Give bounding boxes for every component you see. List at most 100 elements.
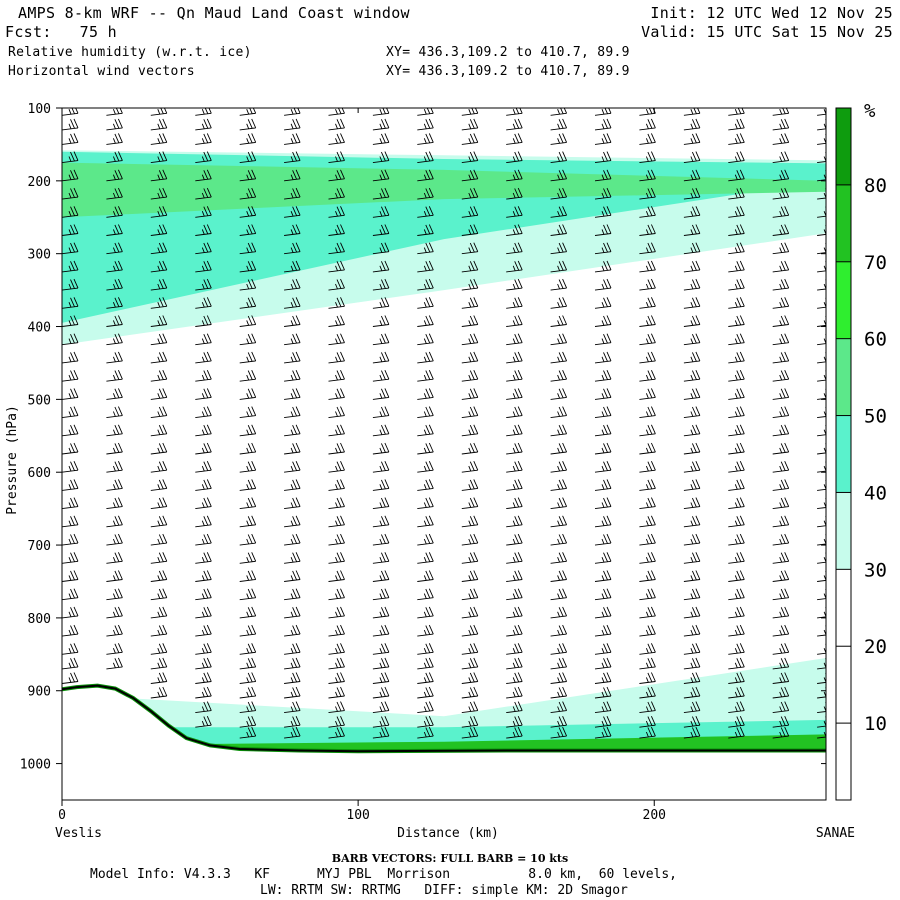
wind-barb <box>284 716 301 728</box>
wind-barb <box>506 187 523 200</box>
wind-barb <box>639 424 656 437</box>
wind-barb <box>461 297 479 309</box>
wind-barb <box>817 672 826 684</box>
wind-barb <box>772 108 790 116</box>
wind-barb <box>639 479 656 491</box>
wind-barb <box>372 388 390 400</box>
wind-barb <box>550 588 568 601</box>
x-tick-label: 200 <box>643 808 666 823</box>
wind-barb <box>772 643 790 655</box>
wind-barb <box>195 686 212 699</box>
wind-barb <box>639 624 656 637</box>
wind-barb <box>150 686 168 699</box>
wind-barb <box>506 686 523 699</box>
wind-barb <box>372 224 390 236</box>
wind-barb <box>683 333 701 346</box>
wind-barb <box>728 206 745 218</box>
wind-barb <box>417 624 434 637</box>
wind-barb <box>62 187 79 200</box>
wind-barb <box>150 260 168 273</box>
wind-barb <box>506 479 523 491</box>
wind-barb <box>372 624 390 637</box>
wind-barb <box>506 351 523 364</box>
wind-barb <box>372 686 390 699</box>
wind-barb <box>461 606 479 619</box>
wind-barb <box>62 442 79 455</box>
wind-barb <box>594 242 612 255</box>
wind-barb <box>106 497 123 510</box>
wind-barb <box>550 643 568 655</box>
wind-barb <box>195 442 212 455</box>
wind-barb <box>195 552 212 564</box>
model-info-line-1: Model Info: V4.3.3 KF MYJ PBL Morrison 8… <box>90 867 677 882</box>
wind-barb <box>639 315 656 327</box>
wind-barb <box>506 133 523 145</box>
wind-barb <box>506 118 523 131</box>
wind-barb <box>639 187 656 200</box>
wind-barb <box>239 118 257 131</box>
wind-barb <box>772 479 790 491</box>
wind-barb <box>550 461 568 473</box>
wind-barb <box>683 242 701 255</box>
wind-barb <box>239 588 257 601</box>
wind-barb <box>550 333 568 346</box>
wind-barb <box>639 133 656 145</box>
wind-barb <box>62 461 79 473</box>
wind-barb <box>817 151 826 164</box>
wind-barb <box>328 206 345 218</box>
wind-barb <box>461 242 479 255</box>
wind-barb <box>817 479 826 491</box>
wind-barb <box>284 424 301 437</box>
wind-barb <box>239 260 257 273</box>
wind-barb <box>239 686 257 699</box>
wind-barb <box>594 351 612 364</box>
wind-barb <box>417 333 434 346</box>
wind-barb <box>150 370 168 382</box>
wind-barb <box>239 497 257 510</box>
wind-barb <box>372 672 390 684</box>
wind-barb <box>728 479 745 491</box>
wind-barb <box>461 657 479 670</box>
wind-barb <box>817 588 826 601</box>
wind-barb <box>817 716 826 728</box>
wind-barb <box>284 206 301 218</box>
wind-barb <box>461 479 479 491</box>
wind-barb <box>461 552 479 564</box>
wind-barb <box>284 442 301 455</box>
wind-barb <box>461 187 479 200</box>
wind-barb <box>62 133 79 145</box>
wind-barb <box>506 643 523 655</box>
wind-barb <box>550 315 568 327</box>
wind-barb <box>594 278 612 291</box>
wind-barb <box>328 333 345 346</box>
wind-barb <box>195 588 212 601</box>
wind-barb <box>195 108 212 116</box>
wind-barb <box>683 672 701 684</box>
wind-barb <box>328 606 345 619</box>
wind-barb <box>284 479 301 491</box>
wind-barb <box>372 515 390 528</box>
wind-barb <box>417 151 434 164</box>
wind-barb <box>62 370 79 382</box>
wind-barb <box>195 701 212 714</box>
wind-barb <box>594 260 612 273</box>
colorbar-label: 10 <box>864 713 887 735</box>
wind-barb <box>284 297 301 309</box>
wind-barb <box>772 187 790 200</box>
wind-barb <box>683 479 701 491</box>
wind-barb <box>772 424 790 437</box>
y-tick-label: 900 <box>28 685 51 700</box>
wind-barb <box>772 672 790 684</box>
wind-barb <box>728 370 745 382</box>
wind-barb <box>372 370 390 382</box>
wind-barb <box>328 497 345 510</box>
wind-barb <box>817 119 826 131</box>
wind-barb <box>195 424 212 437</box>
wind-barb <box>417 497 434 510</box>
wind-barb <box>372 606 390 619</box>
y-tick-label: 700 <box>28 539 51 554</box>
wind-barb <box>62 151 79 164</box>
wind-barb <box>817 425 826 437</box>
wind-barb <box>239 726 257 739</box>
colorbar-label: 80 <box>864 175 887 197</box>
